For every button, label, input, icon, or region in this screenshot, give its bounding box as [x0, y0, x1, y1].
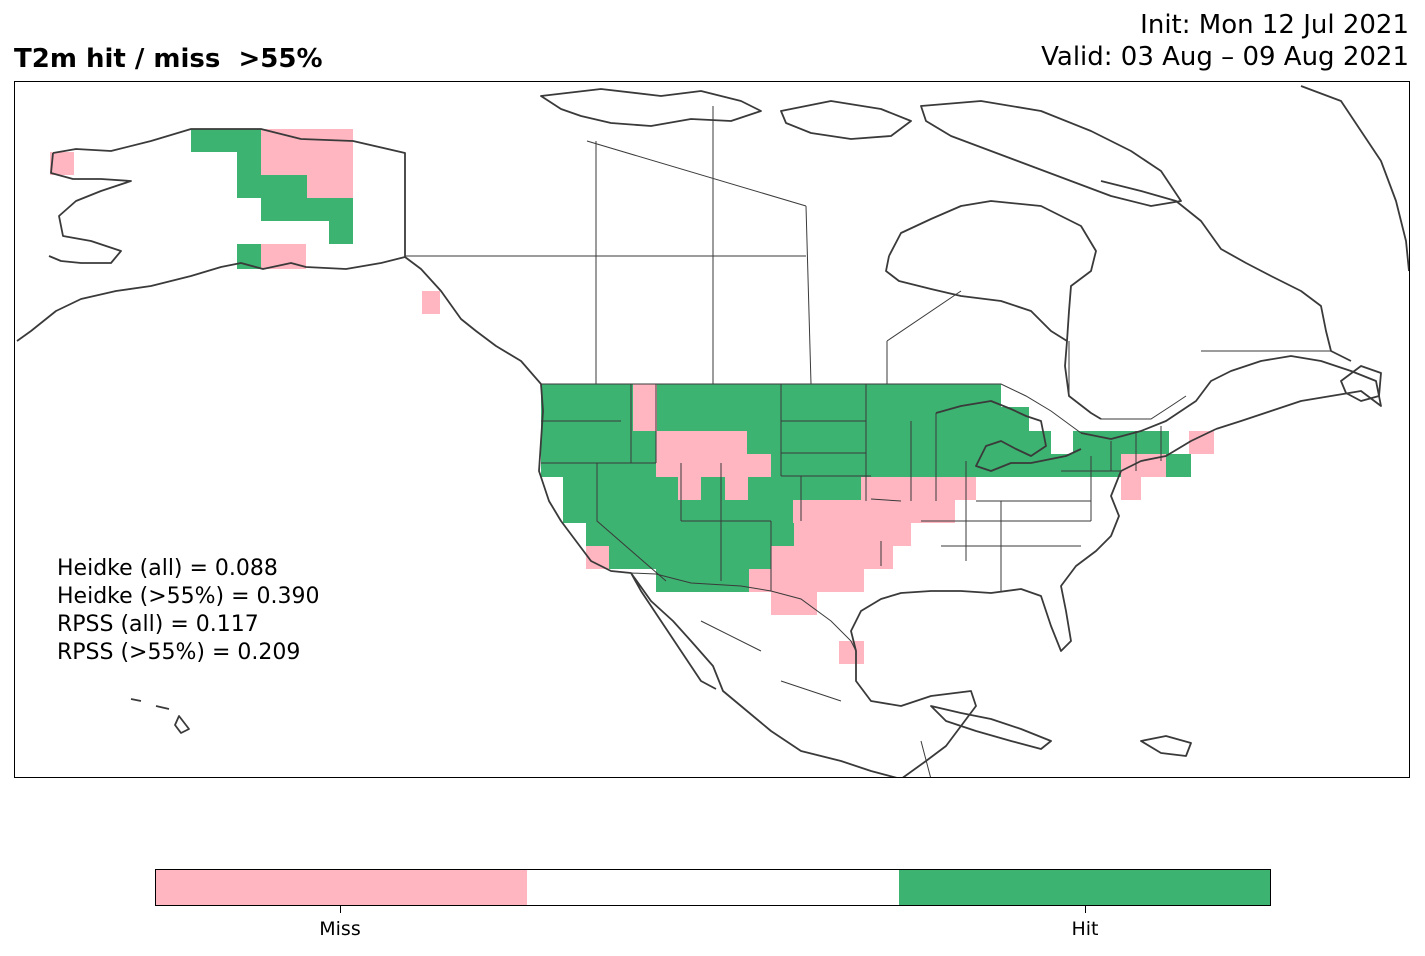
colorbar-miss-segment	[156, 870, 528, 905]
colorbar-tick-hit	[1085, 906, 1086, 913]
miss-cell	[725, 477, 748, 500]
miss-cell	[749, 569, 864, 592]
cuba	[930, 705, 1052, 750]
colorbar-hit-segment	[898, 870, 1270, 905]
hit-cell	[237, 152, 261, 175]
miss-cell	[586, 546, 609, 569]
mexico-states	[700, 620, 931, 777]
labrador-coast	[1100, 180, 1352, 362]
hit-cell	[563, 500, 793, 523]
miss-cell	[793, 500, 943, 523]
hit-cell	[541, 431, 656, 454]
arctic-islands	[540, 88, 762, 127]
pacific-coast	[538, 383, 897, 777]
hit-cell	[541, 384, 633, 407]
hit-cell	[237, 175, 261, 198]
borders	[405, 106, 1331, 777]
miss-cell	[701, 454, 771, 477]
arctic-islands-north	[780, 100, 912, 140]
rpss-55-score: RPSS (>55%) = 0.209	[57, 640, 301, 665]
heidke-all-score: Heidke (all) = 0.088	[57, 556, 278, 581]
hit-cell	[541, 454, 656, 477]
miss-cell	[307, 175, 353, 198]
great-lakes	[935, 400, 1082, 472]
colorbar	[155, 869, 1271, 906]
hit-cell	[284, 198, 307, 221]
miss-cell	[839, 641, 864, 664]
map-frame	[14, 81, 1410, 778]
miss-cell	[1189, 431, 1214, 454]
map-title: T2m hit / miss >55%	[14, 44, 323, 74]
miss-cell	[656, 431, 701, 454]
miss-cell	[261, 152, 353, 175]
hit-cell	[563, 477, 678, 500]
colorbar-neutral-segment	[527, 870, 899, 905]
hit-miss-grid	[50, 129, 1214, 664]
miss-cell	[794, 523, 911, 546]
hit-cell	[657, 407, 1029, 431]
miss-cell	[943, 500, 955, 523]
miss-cell	[656, 454, 701, 477]
miss-cell	[678, 477, 701, 500]
us-canada-border	[541, 383, 1187, 434]
hispaniola	[1140, 735, 1192, 757]
atlantic-canada-coast	[1080, 355, 1382, 440]
miss-cell	[771, 546, 893, 569]
canadian-provinces	[405, 106, 1331, 396]
baffin-island	[920, 100, 1182, 207]
hit-cell	[191, 129, 261, 152]
rpss-all-score: RPSS (all) = 0.117	[57, 612, 259, 637]
miss-cell	[633, 407, 657, 431]
colorbar-label-hit: Hit	[1071, 918, 1099, 940]
miss-cell	[701, 431, 747, 454]
alaska-coast	[16, 128, 542, 385]
hit-cell	[329, 221, 353, 244]
skill-scores: Heidke (all) = 0.088 Heidke (>55%) = 0.3…	[57, 555, 320, 667]
hit-cell	[586, 523, 794, 546]
hit-cell	[771, 454, 1121, 477]
valid-period: Valid: 03 Aug – 09 Aug 2021	[1041, 42, 1409, 72]
greenland-coast	[1300, 85, 1409, 272]
hit-cell	[261, 175, 307, 198]
coastlines	[16, 85, 1409, 777]
miss-cell	[771, 592, 817, 615]
hit-cell	[747, 431, 1051, 454]
us-states	[541, 384, 1162, 591]
hit-cell	[1166, 454, 1191, 477]
heidke-55-score: Heidke (>55%) = 0.390	[57, 584, 320, 609]
hawaii	[130, 698, 190, 734]
hit-cell	[804, 477, 861, 500]
miss-cell	[422, 291, 440, 314]
hit-cell	[541, 407, 633, 431]
gulf-coast	[850, 428, 1217, 777]
north-america-map	[16, 85, 1409, 777]
hit-cell	[307, 198, 353, 221]
hit-cell	[701, 477, 725, 500]
newfoundland	[1340, 365, 1382, 402]
miss-cell	[861, 477, 976, 500]
colorbar-tick-miss	[340, 906, 341, 913]
miss-cell	[50, 152, 74, 175]
init-date: Init: Mon 12 Jul 2021	[1140, 10, 1409, 40]
miss-cell	[1121, 477, 1141, 500]
hudson-bay-coast	[885, 200, 1102, 420]
hit-cell	[657, 384, 1001, 407]
miss-cell	[1121, 454, 1166, 477]
miss-cell	[633, 384, 657, 407]
colorbar-label-miss: Miss	[319, 918, 361, 940]
hit-cell	[748, 477, 804, 500]
hit-cell	[609, 546, 771, 569]
